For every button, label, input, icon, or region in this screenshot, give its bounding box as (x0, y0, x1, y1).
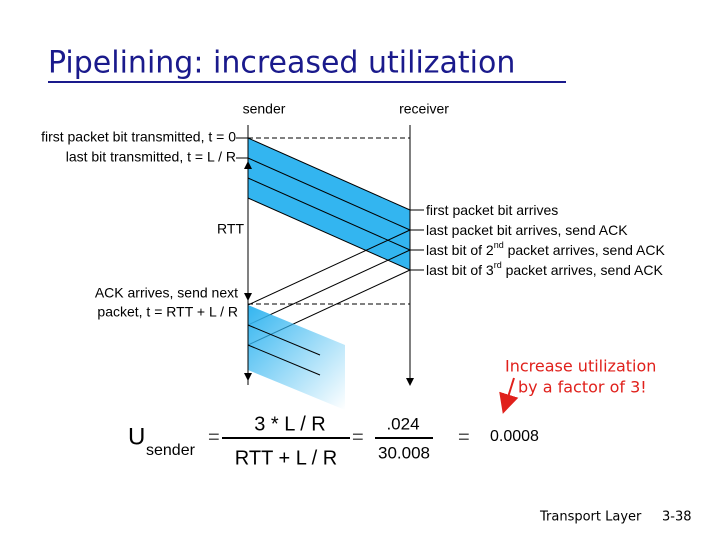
receiver-label: receiver (399, 101, 449, 117)
formula-denominator: RTT + L / R (235, 447, 337, 469)
formula-u: U (128, 423, 145, 450)
packet-edge (247, 157, 411, 231)
footer-label: Transport Layer (539, 510, 642, 525)
next-packets (248, 305, 345, 410)
right-label: first packet bit arrives (426, 202, 558, 218)
right-label: last packet bit arrives, send ACK (426, 222, 628, 238)
ack-label: packet, t = RTT + L / R (97, 304, 238, 320)
packet-edge (247, 344, 321, 376)
formula-eq: = (352, 426, 364, 448)
label-part: first packet bit arrives (426, 202, 558, 218)
superscript: rd (494, 260, 502, 270)
packet-edge (247, 177, 411, 251)
title: Pipelining: increased utilization (48, 46, 515, 81)
formula-numerator: 3 * L / R (254, 413, 326, 435)
left-label: RTT (217, 221, 244, 237)
packet-band (248, 138, 410, 270)
label-part: packet arrives, send ACK (502, 262, 664, 278)
ack-label: ACK arrives, send next (95, 285, 238, 301)
label-part: last bit of 2 (426, 242, 494, 258)
formula-eq: = (458, 426, 470, 448)
packet-edge (247, 137, 411, 211)
callout: Increase utilization (505, 357, 656, 376)
packet-edge (247, 197, 411, 271)
formula-subscript: sender (146, 442, 196, 459)
formula-denominator: 30.008 (378, 443, 430, 462)
left-label: first packet bit transmitted, t = 0 (41, 129, 236, 145)
right-label: last bit of 2nd packet arrives, send ACK (426, 240, 665, 257)
packet-edge (247, 324, 321, 356)
left-label: last bit transmitted, t = L / R (66, 149, 236, 165)
superscript: nd (494, 240, 504, 250)
formula-result: 0.0008 (490, 428, 539, 445)
formula-numerator: .024 (386, 414, 419, 433)
label-part: packet arrives, send ACK (504, 242, 666, 258)
callout-arrow (499, 377, 519, 414)
label-part: last packet bit arrives, send ACK (426, 222, 628, 238)
footer-page: 3-38 (662, 510, 692, 525)
callout: by a factor of 3! (518, 378, 647, 397)
formula-eq: = (208, 426, 220, 448)
label-part: last bit of 3 (426, 262, 494, 278)
right-label: last bit of 3rd packet arrives, send ACK (426, 260, 663, 277)
ack-line (247, 249, 411, 326)
ack-line (247, 229, 411, 306)
sender-label: sender (243, 101, 286, 117)
